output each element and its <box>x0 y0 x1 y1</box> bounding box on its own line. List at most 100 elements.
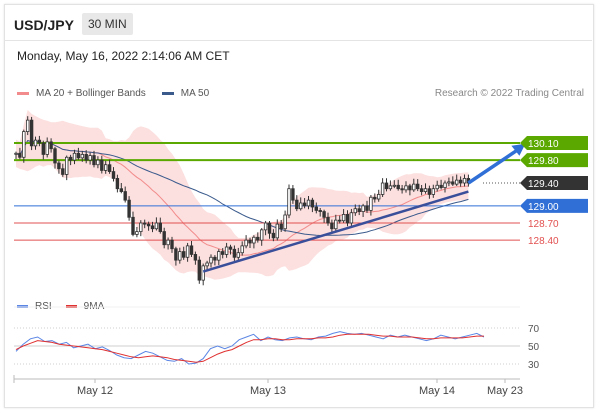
candle-body <box>345 214 350 224</box>
candle-body <box>244 239 248 247</box>
candle-body <box>302 202 307 207</box>
candle-body <box>415 183 420 190</box>
legend-item-ma20: MA 20 + Bollinger Bands <box>17 88 146 99</box>
candle <box>291 185 295 204</box>
candle <box>22 129 26 163</box>
x-tick-label: May 13 <box>250 385 286 397</box>
candle-body <box>115 178 120 190</box>
candle-body <box>33 139 38 147</box>
candle-body <box>283 214 287 230</box>
candle <box>174 246 178 266</box>
candle <box>96 156 100 169</box>
datetime-label: Monday, May 16, 2022 2:14:06 AM CET <box>17 49 230 63</box>
candle <box>431 184 435 198</box>
candle-body <box>193 254 198 261</box>
candle <box>213 255 217 266</box>
candle <box>45 137 49 158</box>
candle-body <box>259 229 264 241</box>
candle-body <box>201 265 205 281</box>
candle <box>314 202 318 214</box>
candle <box>135 226 139 238</box>
candle <box>373 193 377 203</box>
level-value-label: 129.80 <box>528 156 559 167</box>
candle-body <box>142 222 147 225</box>
rsi-tick-label-50: 50 <box>528 342 540 353</box>
candle-body <box>248 239 252 244</box>
candle-body <box>400 188 404 191</box>
candle-body <box>447 181 451 184</box>
candle-body <box>61 168 65 175</box>
candle <box>49 138 53 153</box>
candle-body <box>423 188 428 192</box>
candle <box>37 135 42 147</box>
candle-body <box>158 222 162 232</box>
rsi-series-rsi <box>15 331 485 365</box>
candle-body <box>451 181 455 185</box>
candle <box>107 159 112 174</box>
candle-body <box>252 236 256 244</box>
candle <box>178 247 182 264</box>
candle <box>232 245 237 261</box>
candle-body <box>240 245 244 254</box>
candle <box>302 198 307 209</box>
candle-body <box>431 188 435 195</box>
rsi-series-9ma <box>15 333 484 363</box>
candle <box>193 251 198 265</box>
level-tag-current: 129.40 <box>520 176 588 190</box>
candle-body <box>162 231 166 246</box>
candle <box>443 180 447 193</box>
candle <box>111 167 116 182</box>
candle <box>127 196 131 221</box>
level-tag-pivot: 129.00 <box>520 198 588 213</box>
candle-body <box>419 188 424 192</box>
candle <box>139 220 143 237</box>
candle <box>341 209 346 223</box>
candle <box>384 178 389 192</box>
x-tick-label: May 23 <box>487 385 523 397</box>
candle <box>80 150 84 162</box>
candle <box>57 160 61 174</box>
candle <box>158 217 162 234</box>
candle <box>388 180 393 191</box>
candle <box>376 189 381 202</box>
level-tag-background <box>520 136 588 150</box>
price-legend: MA 20 + Bollinger Bands MA 50 <box>17 88 225 99</box>
candle <box>423 183 428 194</box>
candle-body <box>298 202 303 210</box>
candle-body <box>228 246 233 250</box>
candle <box>263 220 268 236</box>
candle <box>104 160 108 174</box>
candle <box>236 247 240 260</box>
candle-body <box>104 164 108 171</box>
candle <box>396 179 400 191</box>
header-divider <box>4 40 592 41</box>
candle-body <box>408 185 412 191</box>
candle <box>298 197 303 211</box>
legend-item-ma50: MA 50 <box>161 88 209 99</box>
forecast-arrow-shaft <box>467 147 521 185</box>
candle-body <box>189 245 194 255</box>
candle-body <box>330 222 334 230</box>
candle <box>25 116 30 136</box>
candle-body <box>111 171 116 179</box>
candle <box>295 195 299 212</box>
candle <box>185 242 190 262</box>
x-tick-label: May 12 <box>77 385 113 397</box>
candle-body <box>427 188 432 195</box>
candle <box>310 197 315 213</box>
candle <box>150 221 155 233</box>
candle-body <box>123 191 127 201</box>
candle-body <box>29 119 34 147</box>
credit-label: Research © 2022 Trading Central <box>434 88 584 99</box>
timeframe-badge[interactable]: 30 MIN <box>82 13 133 35</box>
candle <box>68 154 73 166</box>
level-tag-resistance: 129.80 <box>520 153 588 168</box>
level-tag-support: 128.40 <box>528 236 559 247</box>
candle-body <box>18 152 22 158</box>
candle <box>326 212 330 226</box>
candle-body <box>369 196 373 211</box>
candle-body <box>209 256 213 264</box>
candle-body <box>314 206 318 211</box>
candle-body <box>25 119 30 132</box>
